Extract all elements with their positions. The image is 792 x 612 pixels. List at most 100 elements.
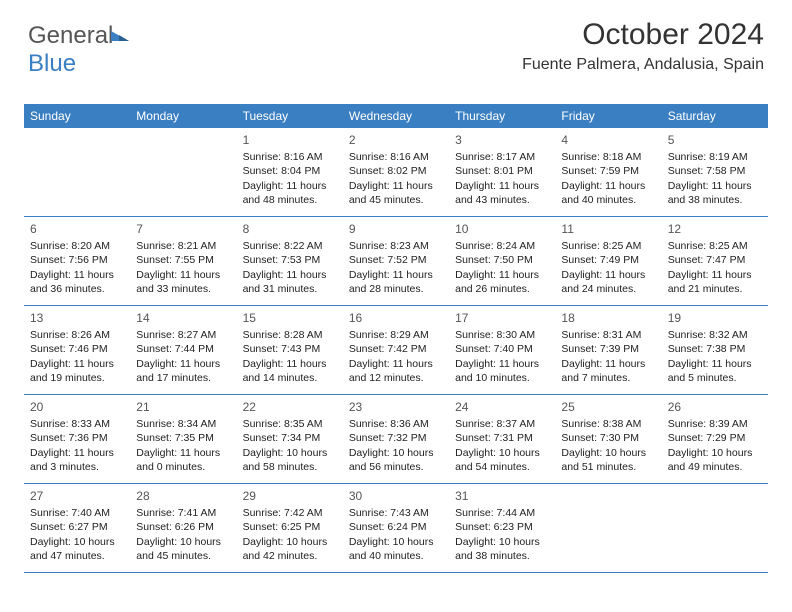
- calendar-cell: 3Sunrise: 8:17 AMSunset: 8:01 PMDaylight…: [449, 128, 555, 216]
- sunset-text: Sunset: 7:32 PM: [349, 431, 443, 445]
- day-number: 31: [455, 488, 549, 504]
- day-number: 8: [243, 221, 337, 237]
- day-number: 23: [349, 399, 443, 415]
- logo: General Blue: [28, 22, 129, 78]
- day-number: 30: [349, 488, 443, 504]
- calendar-cell: 28Sunrise: 7:41 AMSunset: 6:26 PMDayligh…: [130, 484, 236, 572]
- calendar-cell: 17Sunrise: 8:30 AMSunset: 7:40 PMDayligh…: [449, 306, 555, 394]
- sunrise-text: Sunrise: 8:18 AM: [561, 150, 655, 164]
- sunset-text: Sunset: 7:35 PM: [136, 431, 230, 445]
- page-title: October 2024: [522, 18, 764, 52]
- calendar-cell: 4Sunrise: 8:18 AMSunset: 7:59 PMDaylight…: [555, 128, 661, 216]
- sunset-text: Sunset: 7:49 PM: [561, 253, 655, 267]
- calendar-cell: 25Sunrise: 8:38 AMSunset: 7:30 PMDayligh…: [555, 395, 661, 483]
- calendar-cell: 5Sunrise: 8:19 AMSunset: 7:58 PMDaylight…: [662, 128, 768, 216]
- daylight-text: Daylight: 11 hours and 19 minutes.: [30, 357, 124, 385]
- calendar-cell: 22Sunrise: 8:35 AMSunset: 7:34 PMDayligh…: [237, 395, 343, 483]
- daylight-text: Daylight: 11 hours and 48 minutes.: [243, 179, 337, 207]
- daylight-text: Daylight: 11 hours and 43 minutes.: [455, 179, 549, 207]
- daylight-text: Daylight: 11 hours and 33 minutes.: [136, 268, 230, 296]
- day-number: 24: [455, 399, 549, 415]
- daylight-text: Daylight: 11 hours and 36 minutes.: [30, 268, 124, 296]
- daylight-text: Daylight: 11 hours and 24 minutes.: [561, 268, 655, 296]
- daylight-text: Daylight: 11 hours and 17 minutes.: [136, 357, 230, 385]
- day-number: 20: [30, 399, 124, 415]
- logo-word2: Blue: [28, 50, 76, 77]
- daylight-text: Daylight: 11 hours and 3 minutes.: [30, 446, 124, 474]
- calendar-cell: [555, 484, 661, 572]
- sunrise-text: Sunrise: 8:22 AM: [243, 239, 337, 253]
- week-row: 27Sunrise: 7:40 AMSunset: 6:27 PMDayligh…: [24, 484, 768, 573]
- week-row: 1Sunrise: 8:16 AMSunset: 8:04 PMDaylight…: [24, 128, 768, 217]
- sunrise-text: Sunrise: 8:35 AM: [243, 417, 337, 431]
- sunrise-text: Sunrise: 8:25 AM: [668, 239, 762, 253]
- day-number: 4: [561, 132, 655, 148]
- day-number: 6: [30, 221, 124, 237]
- day-number: 29: [243, 488, 337, 504]
- sunrise-text: Sunrise: 8:28 AM: [243, 328, 337, 342]
- sunset-text: Sunset: 7:29 PM: [668, 431, 762, 445]
- sunrise-text: Sunrise: 8:16 AM: [349, 150, 443, 164]
- sunrise-text: Sunrise: 8:24 AM: [455, 239, 549, 253]
- sunrise-text: Sunrise: 8:21 AM: [136, 239, 230, 253]
- daylight-text: Daylight: 10 hours and 58 minutes.: [243, 446, 337, 474]
- header: October 2024 Fuente Palmera, Andalusia, …: [522, 18, 764, 74]
- day-header-sunday: Sunday: [24, 104, 130, 128]
- calendar-cell: [662, 484, 768, 572]
- daylight-text: Daylight: 10 hours and 47 minutes.: [30, 535, 124, 563]
- calendar-cell: 9Sunrise: 8:23 AMSunset: 7:52 PMDaylight…: [343, 217, 449, 305]
- daylight-text: Daylight: 11 hours and 28 minutes.: [349, 268, 443, 296]
- sunrise-text: Sunrise: 8:26 AM: [30, 328, 124, 342]
- sunset-text: Sunset: 7:56 PM: [30, 253, 124, 267]
- daylight-text: Daylight: 10 hours and 38 minutes.: [455, 535, 549, 563]
- daylight-text: Daylight: 11 hours and 14 minutes.: [243, 357, 337, 385]
- calendar-cell: 15Sunrise: 8:28 AMSunset: 7:43 PMDayligh…: [237, 306, 343, 394]
- daylight-text: Daylight: 11 hours and 21 minutes.: [668, 268, 762, 296]
- sunrise-text: Sunrise: 8:32 AM: [668, 328, 762, 342]
- day-number: 5: [668, 132, 762, 148]
- week-row: 20Sunrise: 8:33 AMSunset: 7:36 PMDayligh…: [24, 395, 768, 484]
- sunset-text: Sunset: 6:26 PM: [136, 520, 230, 534]
- calendar-cell: 1Sunrise: 8:16 AMSunset: 8:04 PMDaylight…: [237, 128, 343, 216]
- day-header-tuesday: Tuesday: [237, 104, 343, 128]
- sunset-text: Sunset: 7:47 PM: [668, 253, 762, 267]
- daylight-text: Daylight: 11 hours and 45 minutes.: [349, 179, 443, 207]
- day-number: 2: [349, 132, 443, 148]
- week-row: 6Sunrise: 8:20 AMSunset: 7:56 PMDaylight…: [24, 217, 768, 306]
- day-number: 26: [668, 399, 762, 415]
- calendar-cell: 20Sunrise: 8:33 AMSunset: 7:36 PMDayligh…: [24, 395, 130, 483]
- day-number: 3: [455, 132, 549, 148]
- sunset-text: Sunset: 7:53 PM: [243, 253, 337, 267]
- sunset-text: Sunset: 7:59 PM: [561, 164, 655, 178]
- calendar-cell: 11Sunrise: 8:25 AMSunset: 7:49 PMDayligh…: [555, 217, 661, 305]
- week-row: 13Sunrise: 8:26 AMSunset: 7:46 PMDayligh…: [24, 306, 768, 395]
- sunset-text: Sunset: 7:31 PM: [455, 431, 549, 445]
- day-number: 19: [668, 310, 762, 326]
- day-number: 12: [668, 221, 762, 237]
- day-number: 25: [561, 399, 655, 415]
- logo-triangle2-icon: [119, 35, 129, 41]
- sunset-text: Sunset: 7:46 PM: [30, 342, 124, 356]
- calendar-cell: 6Sunrise: 8:20 AMSunset: 7:56 PMDaylight…: [24, 217, 130, 305]
- sunset-text: Sunset: 7:55 PM: [136, 253, 230, 267]
- sunrise-text: Sunrise: 8:34 AM: [136, 417, 230, 431]
- calendar-cell: 14Sunrise: 8:27 AMSunset: 7:44 PMDayligh…: [130, 306, 236, 394]
- daylight-text: Daylight: 11 hours and 10 minutes.: [455, 357, 549, 385]
- daylight-text: Daylight: 10 hours and 40 minutes.: [349, 535, 443, 563]
- calendar-cell: 18Sunrise: 8:31 AMSunset: 7:39 PMDayligh…: [555, 306, 661, 394]
- sunset-text: Sunset: 7:36 PM: [30, 431, 124, 445]
- sunrise-text: Sunrise: 7:44 AM: [455, 506, 549, 520]
- daylight-text: Daylight: 11 hours and 31 minutes.: [243, 268, 337, 296]
- sunrise-text: Sunrise: 8:39 AM: [668, 417, 762, 431]
- daylight-text: Daylight: 10 hours and 42 minutes.: [243, 535, 337, 563]
- daylight-text: Daylight: 11 hours and 12 minutes.: [349, 357, 443, 385]
- day-header-monday: Monday: [130, 104, 236, 128]
- sunset-text: Sunset: 7:50 PM: [455, 253, 549, 267]
- day-number: 16: [349, 310, 443, 326]
- sunrise-text: Sunrise: 8:23 AM: [349, 239, 443, 253]
- day-number: 22: [243, 399, 337, 415]
- sunset-text: Sunset: 8:02 PM: [349, 164, 443, 178]
- day-header-row: Sunday Monday Tuesday Wednesday Thursday…: [24, 104, 768, 128]
- day-number: 21: [136, 399, 230, 415]
- sunrise-text: Sunrise: 7:41 AM: [136, 506, 230, 520]
